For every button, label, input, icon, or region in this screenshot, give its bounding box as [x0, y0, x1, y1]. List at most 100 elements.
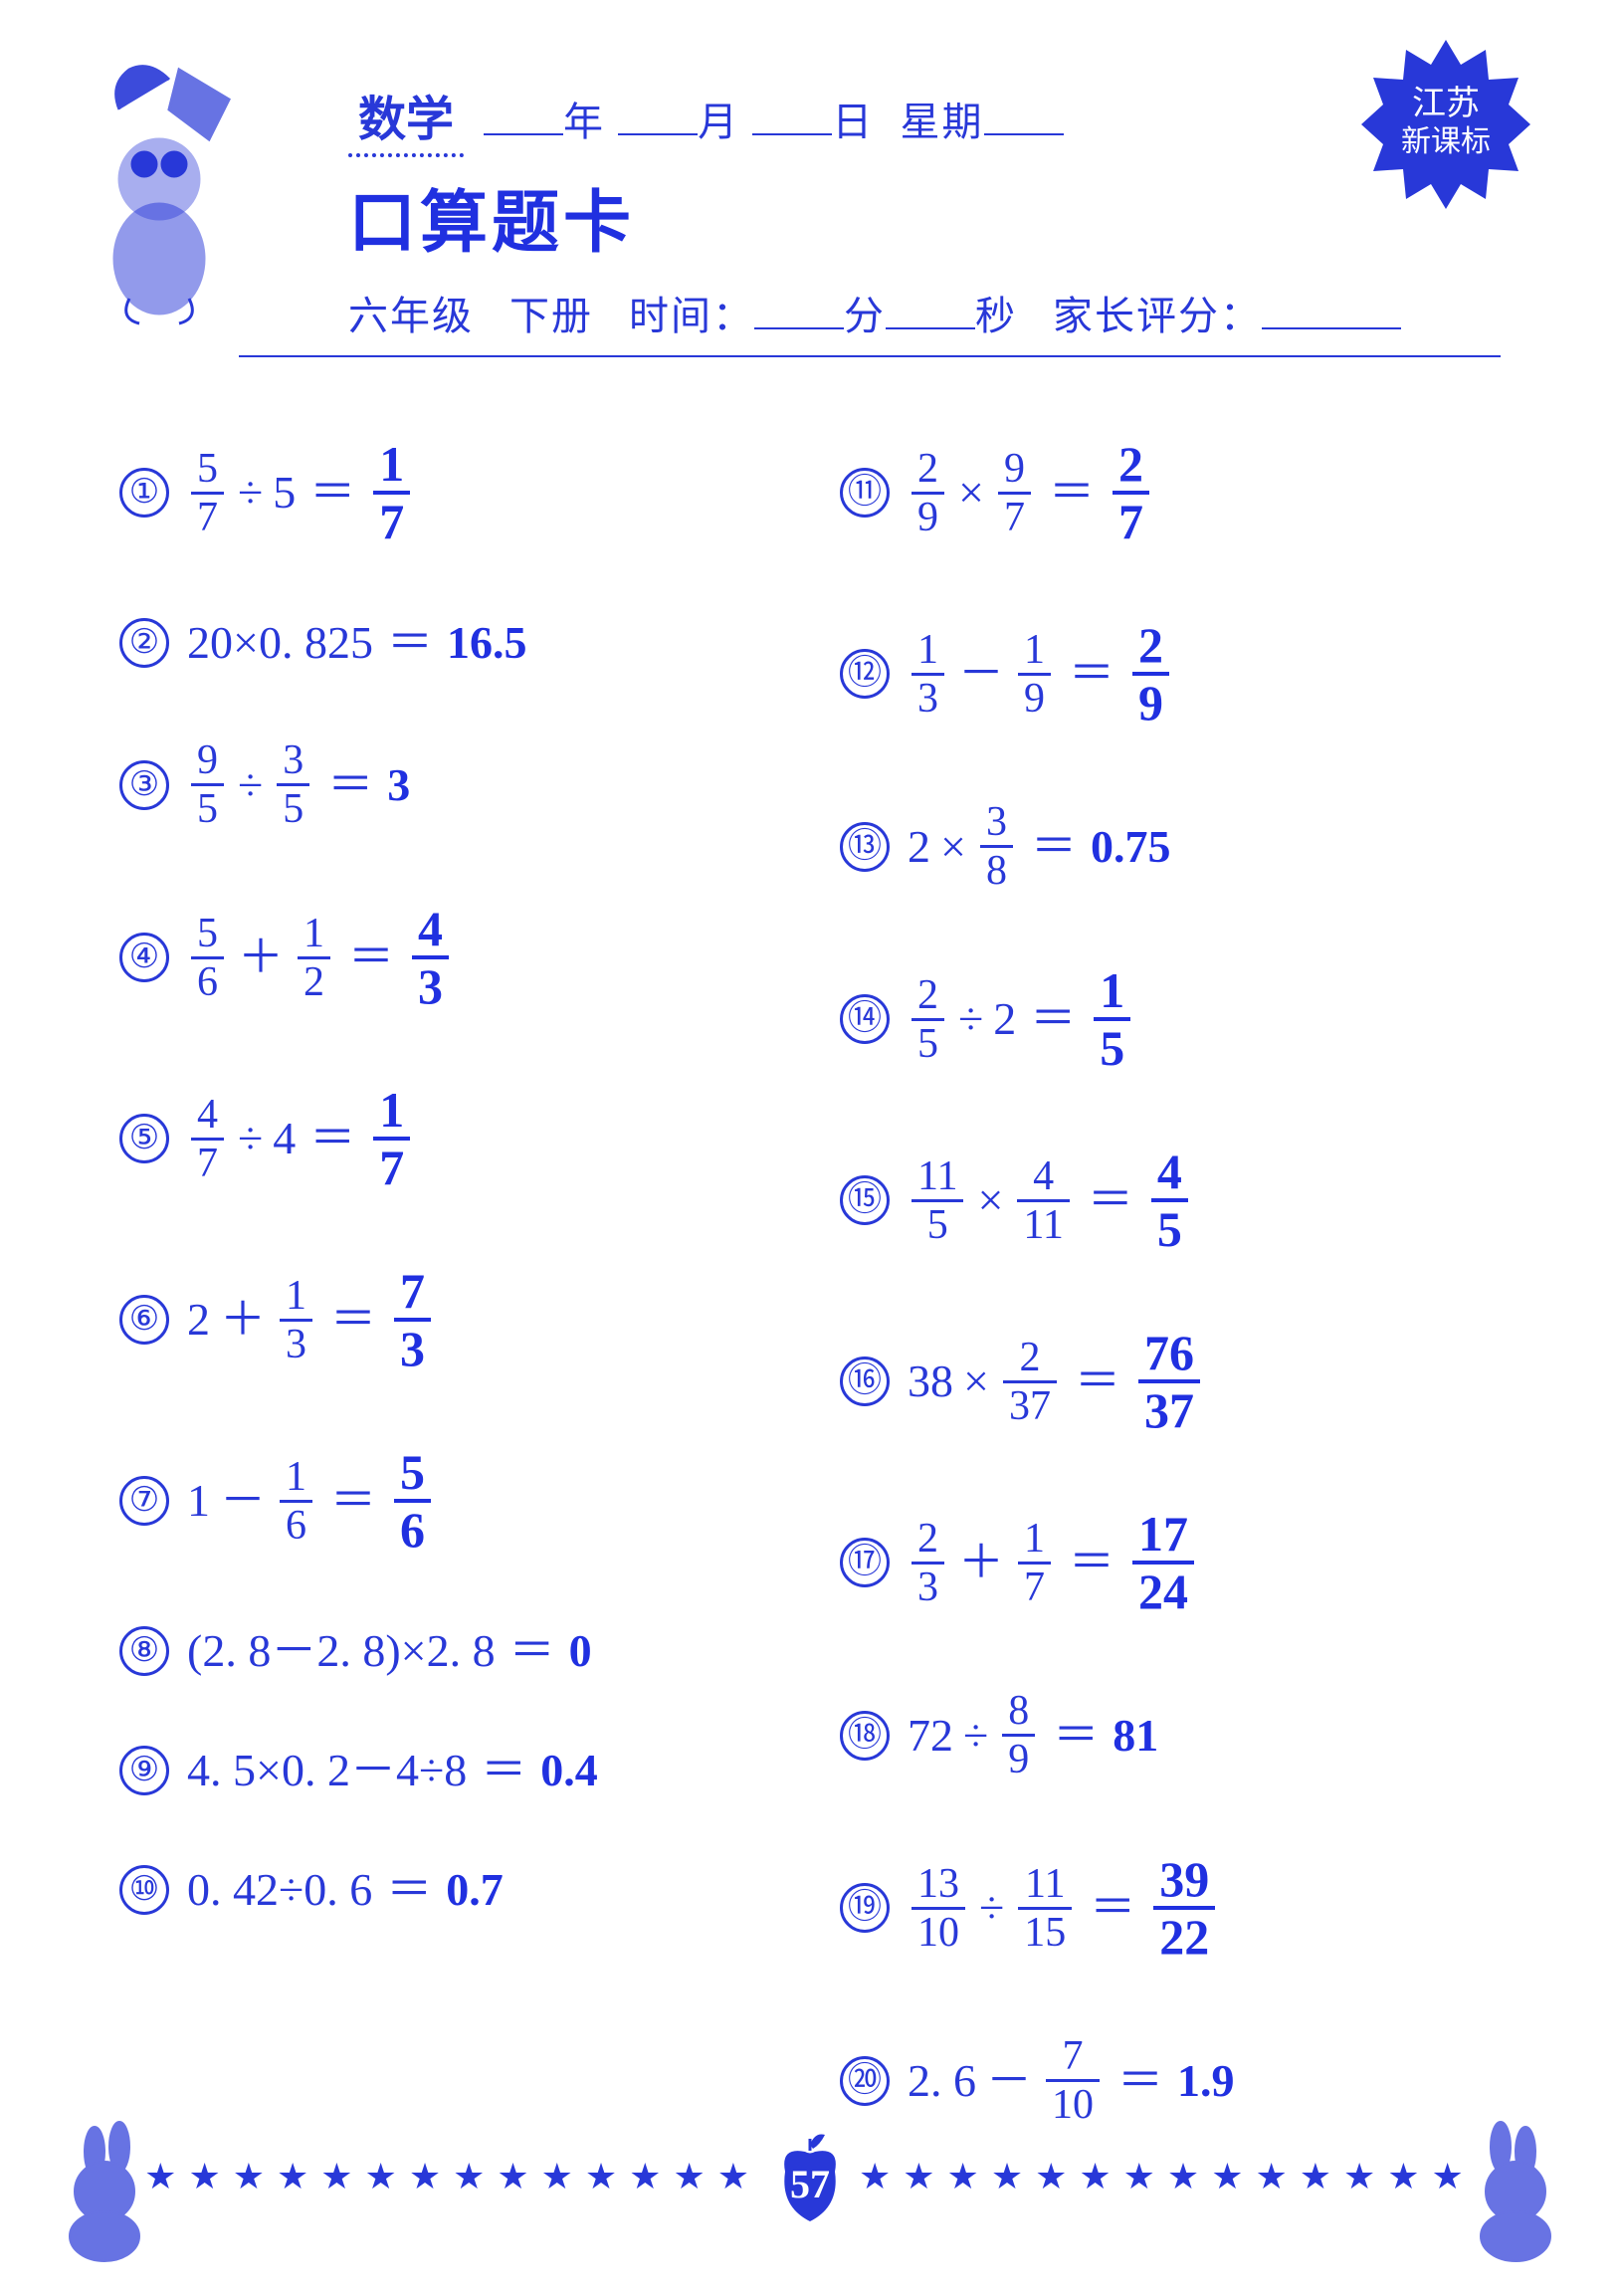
- fraction: 11 15: [1018, 1861, 1072, 1956]
- answer: 4 3: [408, 902, 453, 1013]
- fraction: 4 5: [1151, 1145, 1188, 1256]
- problem: ⑤ 4 7 ÷4＝ 1 7: [119, 1083, 780, 1194]
- worksheet-header: 数学 年 月 日 星期 口算题卡 六年级 下册 时间：分秒 家长评分：: [119, 60, 1501, 357]
- fraction: 1 6: [280, 1454, 312, 1549]
- fraction: 1 2: [298, 911, 330, 1005]
- answer: 39 22: [1149, 1852, 1219, 1964]
- problem: ⑫ 1 3 － 1 9 ＝ 2 9: [840, 618, 1501, 730]
- problem-number: ⑮: [840, 1175, 890, 1225]
- problem-number: ⑭: [840, 994, 890, 1044]
- time-label: 时间：: [629, 294, 754, 338]
- subject-date-row: 数学 年 月 日 星期: [358, 80, 1501, 149]
- answer: 4 5: [1147, 1145, 1192, 1256]
- fraction: 1 7: [373, 1083, 410, 1194]
- problem-number: ⑲: [840, 1883, 890, 1933]
- fraction: 4 3: [412, 902, 449, 1013]
- answer: 1.9: [1177, 2058, 1235, 2104]
- answer: 2 9: [1128, 618, 1173, 730]
- problem-number: ⑤: [119, 1114, 169, 1163]
- problem-number: ⑩: [119, 1865, 169, 1915]
- expression: 72÷ 8 9 ＝81: [908, 1688, 1158, 1782]
- minute-blank[interactable]: [754, 290, 844, 329]
- problems-area: ① 5 7 ÷5＝ 1 7 ② 20×0. 825＝16.5 ③ 9 5 ÷ 3…: [119, 437, 1501, 2128]
- fraction: 9 7: [998, 446, 1031, 540]
- fraction: 4 7: [191, 1092, 224, 1186]
- problem: ⑬ 2× 3 8 ＝0.75: [840, 799, 1501, 894]
- answer: 81: [1113, 1713, 1158, 1759]
- weekday-blank[interactable]: [984, 96, 1064, 135]
- second-blank[interactable]: [886, 290, 975, 329]
- expression: 11 5 × 4 11 ＝ 4 5: [908, 1145, 1192, 1256]
- expression: 2 9 × 9 7 ＝ 2 7: [908, 437, 1153, 548]
- fraction: 2 9: [911, 446, 944, 540]
- fraction: 8 9: [1002, 1688, 1035, 1782]
- expression: 2. 6－ 7 10 ＝1.9: [908, 2033, 1235, 2128]
- fraction: 4 11: [1017, 1153, 1069, 1248]
- problem: ③ 9 5 ÷ 3 5 ＝3: [119, 737, 780, 832]
- problem: ⑳ 2. 6－ 7 10 ＝1.9: [840, 2033, 1501, 2128]
- star-row-left: ★★★★★★★★★★★★★★: [144, 2156, 761, 2197]
- date-fields: 年 月 日 星期: [484, 90, 1063, 147]
- answer: 16.5: [447, 620, 527, 666]
- problem: ⑱ 72÷ 8 9 ＝81: [840, 1688, 1501, 1782]
- expression: 38× 2 37 ＝ 76 37: [908, 1326, 1204, 1437]
- problem-number: ②: [119, 618, 169, 668]
- month-blank[interactable]: [618, 96, 698, 135]
- problem: ⑮ 11 5 × 4 11 ＝ 4 5: [840, 1145, 1501, 1256]
- fraction: 76 37: [1138, 1326, 1200, 1437]
- fraction: 1 7: [1018, 1516, 1051, 1610]
- fraction: 5 6: [191, 911, 224, 1005]
- expression: 1 3 － 1 9 ＝ 2 9: [908, 618, 1173, 730]
- fraction: 5 6: [394, 1445, 431, 1557]
- expression: (2. 8－2. 8)×2. 8＝0: [187, 1628, 592, 1674]
- expression: 9 5 ÷ 3 5 ＝3: [187, 737, 410, 832]
- fraction: 17 24: [1132, 1507, 1194, 1618]
- right-column: ⑪ 2 9 × 9 7 ＝ 2 7 ⑫ 1 3 － 1 9 ＝ 2 9 ⑬ 2×…: [840, 437, 1501, 2128]
- score-label: 家长评分：: [1053, 294, 1262, 338]
- worksheet-page: 江苏 新课标 数学 年 月: [0, 0, 1620, 2296]
- expression: 4 7 ÷4＝ 1 7: [187, 1083, 414, 1194]
- expression: 5 7 ÷5＝ 1 7: [187, 437, 414, 548]
- fraction: 39 22: [1153, 1852, 1215, 1964]
- score-blank[interactable]: [1262, 290, 1401, 329]
- worksheet-subhead: 六年级 下册 时间：分秒 家长评分：: [348, 284, 1501, 341]
- problem: ⑭ 2 5 ÷2＝ 1 5: [840, 963, 1501, 1075]
- answer: 76 37: [1134, 1326, 1204, 1437]
- problem-number: ⑬: [840, 822, 890, 872]
- problem: ① 5 7 ÷5＝ 1 7: [119, 437, 780, 548]
- problem: ④ 5 6 ＋ 1 2 ＝ 4 3: [119, 902, 780, 1013]
- problem-number: ⑯: [840, 1357, 890, 1406]
- answer: 3: [387, 762, 410, 808]
- page-number: 57: [765, 2161, 855, 2207]
- page-number-apple-icon: 57: [765, 2127, 855, 2226]
- problem: ⑰ 2 3 ＋ 1 7 ＝ 17 24: [840, 1507, 1501, 1618]
- expression: 2× 3 8 ＝0.75: [908, 799, 1170, 894]
- left-column: ① 5 7 ÷5＝ 1 7 ② 20×0. 825＝16.5 ③ 9 5 ÷ 3…: [119, 437, 780, 2128]
- day-blank[interactable]: [752, 96, 832, 135]
- fraction: 1 7: [373, 437, 410, 548]
- expression: 0. 42÷0. 6＝0.7: [187, 1867, 504, 1913]
- expression: 13 10 ÷ 11 15 ＝ 39 22: [908, 1852, 1219, 1964]
- fraction: 3 8: [980, 799, 1013, 894]
- problem: ⑨ 4. 5×0. 2－4÷8＝0.4: [119, 1746, 780, 1795]
- problem: ⑧ (2. 8－2. 8)×2. 8＝0: [119, 1626, 780, 1676]
- problem-number: ⑥: [119, 1295, 169, 1345]
- problem-number: ⑨: [119, 1746, 169, 1795]
- problem: ⑥ 2＋ 1 3 ＝ 7 3: [119, 1264, 780, 1375]
- fraction: 7 3: [394, 1264, 431, 1375]
- year-blank[interactable]: [484, 96, 563, 135]
- answer: 0.7: [446, 1867, 504, 1913]
- problem-number: ⑰: [840, 1538, 890, 1587]
- fraction: 2 37: [1003, 1335, 1057, 1429]
- fraction: 2 3: [911, 1516, 944, 1610]
- problem: ⑯ 38× 2 37 ＝ 76 37: [840, 1326, 1501, 1437]
- problem-number: ⑫: [840, 649, 890, 699]
- fraction: 11 5: [911, 1153, 963, 1248]
- problem-number: ⑳: [840, 2056, 890, 2106]
- answer: 0.75: [1091, 824, 1171, 870]
- answer: 7 3: [390, 1264, 435, 1375]
- fraction: 1 3: [280, 1273, 312, 1367]
- bunny-left-icon: [40, 2117, 169, 2266]
- fraction: 3 5: [277, 737, 309, 832]
- answer: 0: [569, 1628, 592, 1674]
